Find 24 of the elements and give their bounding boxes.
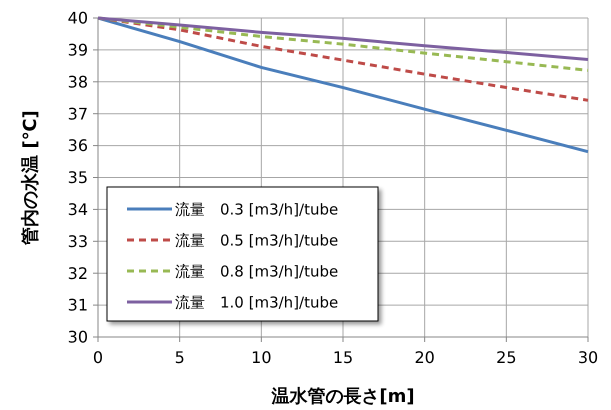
legend-label: 流量 0.8 [m3/h]/tube — [175, 262, 338, 280]
x-tick-label: 5 — [174, 348, 185, 367]
y-axis-title: 管内の水温 [℃] — [20, 110, 41, 246]
y-tick-label: 35 — [68, 168, 88, 188]
y-tick-label: 34 — [68, 200, 88, 219]
y-tick-label: 37 — [68, 104, 88, 124]
x-tick-label: 0 — [92, 348, 104, 367]
y-tick-label: 32 — [68, 264, 88, 283]
x-tick-label: 20 — [414, 348, 435, 367]
y-tick-label: 40 — [68, 8, 88, 28]
y-tick-label: 33 — [68, 232, 88, 251]
y-tick-label: 36 — [68, 136, 88, 156]
y-tick-label: 38 — [68, 72, 88, 92]
x-tick-label: 10 — [251, 348, 272, 367]
legend-label: 流量 1.0 [m3/h]/tube — [175, 293, 338, 312]
x-tick-label: 15 — [332, 348, 354, 367]
x-tick-label: 30 — [578, 348, 598, 367]
y-tick-label: 30 — [68, 328, 88, 347]
x-tick-label: 25 — [496, 348, 517, 367]
y-tick-label: 31 — [68, 296, 88, 315]
legend-label: 流量 0.5 [m3/h]/tube — [175, 231, 338, 250]
y-tick-label: 39 — [68, 40, 88, 60]
legend-label: 流量 0.3 [m3/h]/tube — [175, 200, 338, 218]
x-axis-title: 温水管の長さ[m] — [270, 386, 415, 407]
